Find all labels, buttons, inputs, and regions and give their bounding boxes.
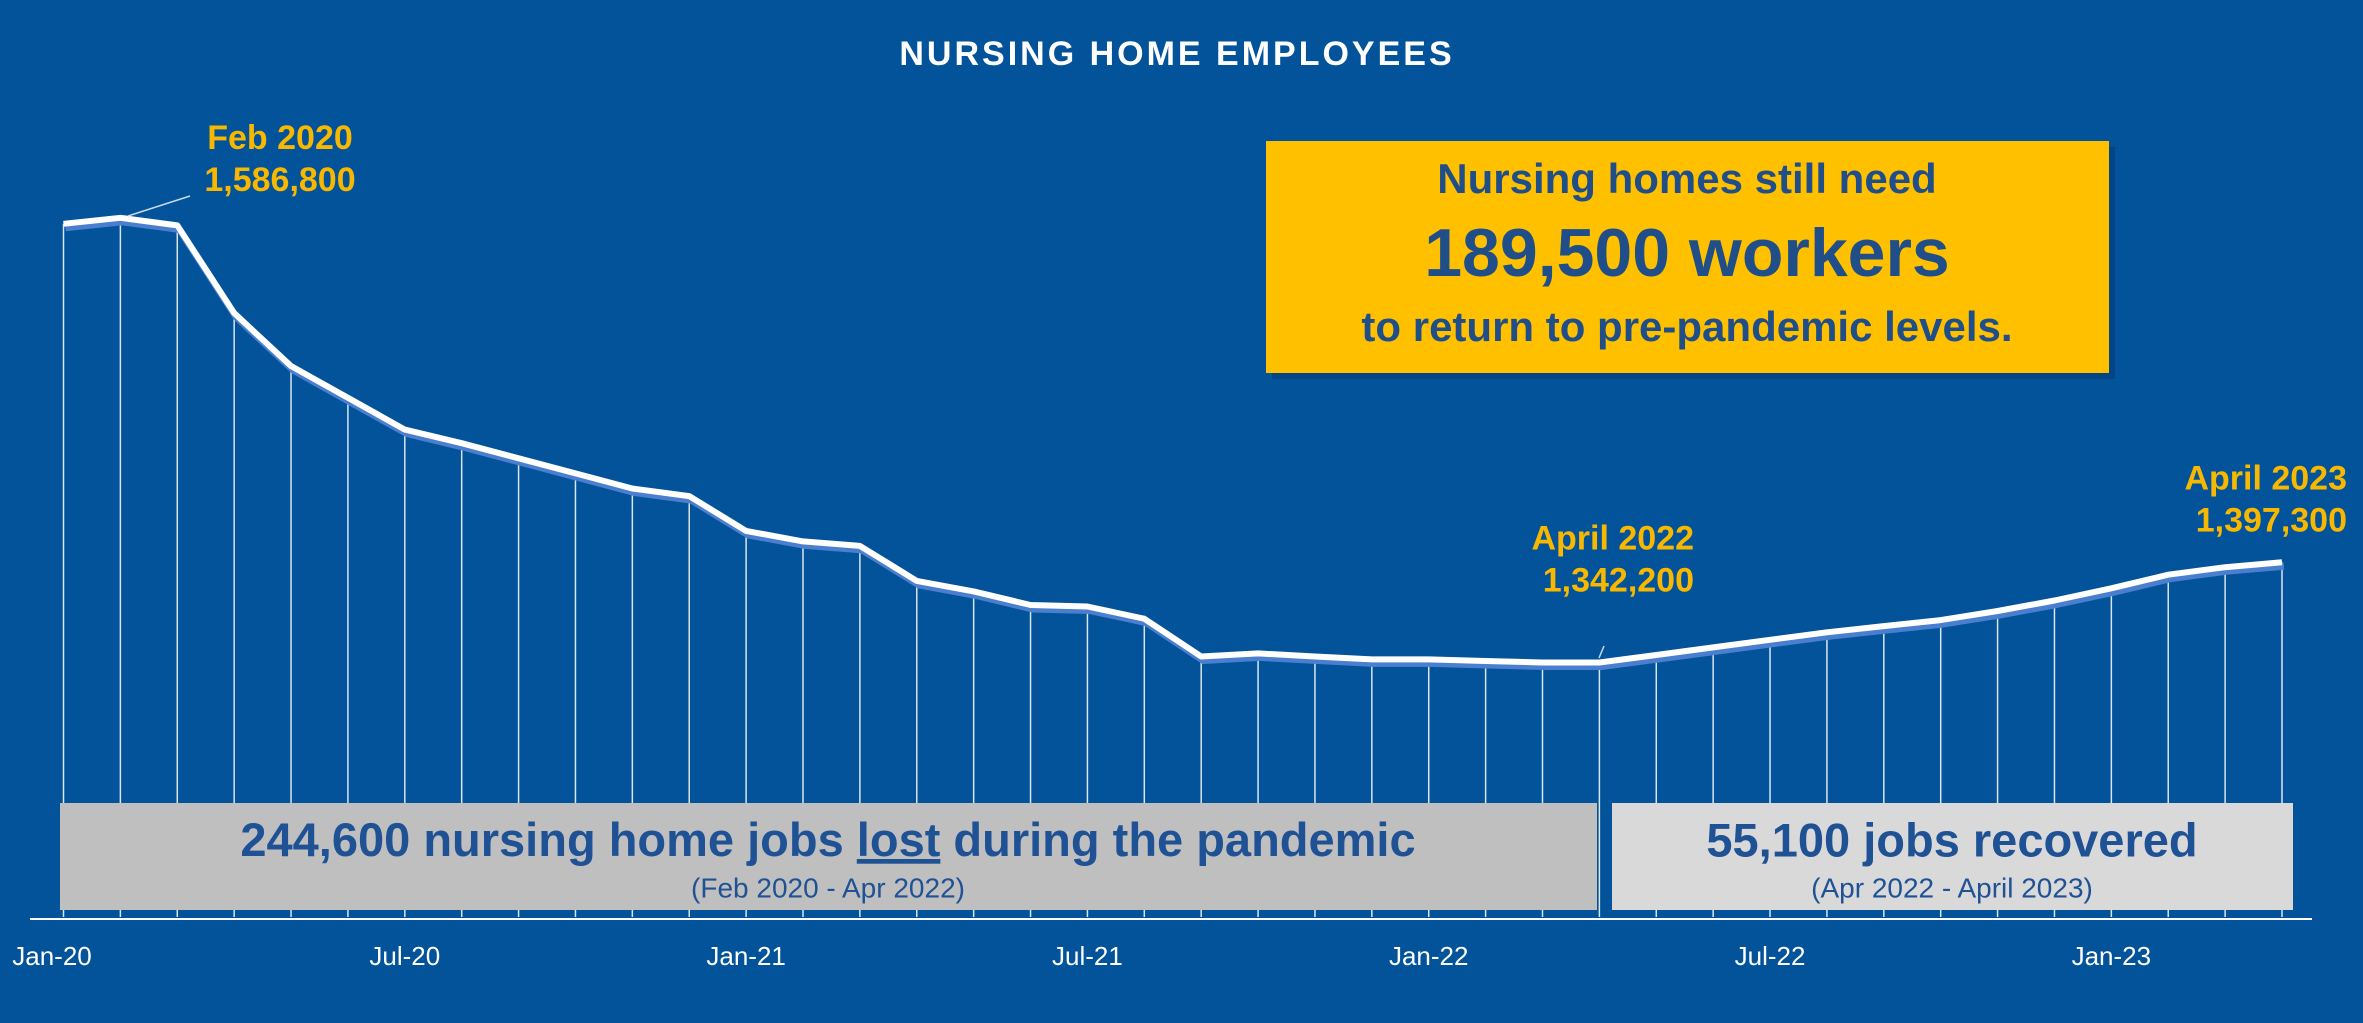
point-label: April 2022 — [1531, 519, 1694, 557]
chart-title: NURSING HOME EMPLOYEES — [899, 35, 1454, 73]
x-tick-label: Jul-22 — [1735, 941, 1806, 971]
band-subtext: (Feb 2020 - Apr 2022) — [691, 872, 965, 903]
band-recovered — [1612, 803, 2293, 910]
callout-headline: 189,500 workers — [1424, 215, 1950, 291]
leader-line — [1598, 645, 1605, 659]
callout-box — [1266, 141, 2109, 373]
x-tick-label: Jul-20 — [369, 941, 440, 971]
value-label: 1,586,800 — [204, 161, 355, 199]
value-label: 1,397,300 — [2196, 501, 2347, 539]
band-text: 55,100 jobs recovered — [1706, 813, 2197, 866]
point-label: April 2023 — [2184, 459, 2347, 497]
x-tick-label: Jan-20 — [12, 941, 92, 971]
x-tick-label: Jan-22 — [1389, 941, 1469, 971]
callout-text: to return to pre-pandemic levels. — [1361, 303, 2012, 350]
leader-line — [127, 195, 191, 217]
band-subtext: (Apr 2022 - April 2023) — [1811, 872, 2093, 903]
x-tick-label: Jan-21 — [706, 941, 786, 971]
band-text-part: during the pandemic — [940, 813, 1415, 866]
value-label: 1,342,200 — [1543, 561, 1694, 599]
band-text: 244,600 nursing home jobs lost during th… — [240, 813, 1415, 866]
point-label: Feb 2020 — [207, 119, 353, 157]
x-tick-label: Jan-23 — [2072, 941, 2152, 971]
band-text-emphasis: lost — [857, 813, 941, 866]
line — [63, 214, 2283, 666]
band-text-part: 244,600 nursing home jobs — [240, 813, 856, 866]
band-lost — [60, 803, 1597, 910]
x-tick-label: Jul-21 — [1052, 941, 1123, 971]
labels: Feb 2020 1,586,800 April 2022 1,342,200 Apri… — [12, 119, 2347, 971]
callout-text: Nursing homes still need — [1437, 155, 1936, 202]
